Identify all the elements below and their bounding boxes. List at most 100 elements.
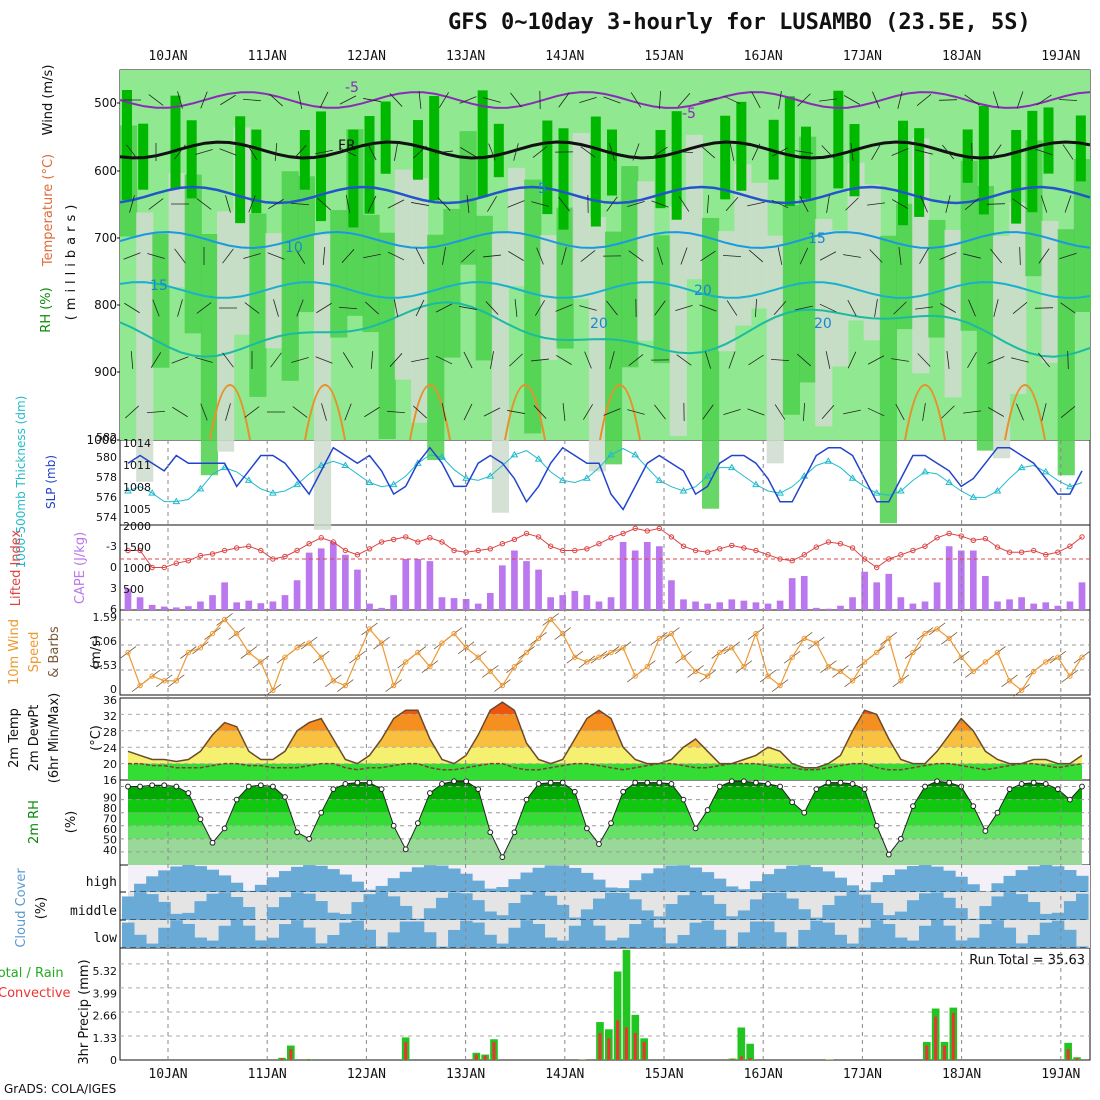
cloud-cover-bar [786, 898, 799, 920]
rh-moist-core [558, 128, 569, 230]
lifted-index-marker [620, 530, 626, 537]
2m-rh-marker [789, 799, 796, 806]
wind-barb [413, 145, 427, 159]
cloud-cover-bar [822, 871, 835, 892]
cloud-cover-bar [472, 922, 485, 948]
cape-bar [474, 603, 482, 610]
cloud-cover-bar [605, 887, 618, 892]
cloud-cover-bar [544, 865, 558, 892]
wind-barb [1058, 99, 1078, 101]
cloud-cover-bar [315, 865, 328, 892]
2m-rh-marker [523, 796, 530, 803]
thickness-marker [896, 487, 905, 494]
2m-rh-marker [185, 790, 192, 796]
2m-rh-marker [1030, 779, 1037, 786]
wind10m-marker [680, 654, 687, 660]
cape-bar [148, 604, 156, 610]
cloud-cover-bar [725, 946, 739, 948]
cape-bar [716, 602, 724, 610]
2m-rh-marker [897, 835, 904, 842]
lifted-index-marker [1043, 552, 1049, 558]
wind-barb [580, 250, 596, 262]
wind-barb [922, 403, 926, 421]
lifted-index-marker [1055, 549, 1061, 555]
cloud-cover-bar [1003, 892, 1017, 920]
wind-barb [270, 352, 282, 368]
cloud-cover-bar [303, 865, 316, 892]
cloud-cover-bar [846, 885, 860, 892]
lifted-index-marker [886, 556, 892, 562]
wind-barb [795, 150, 813, 154]
precip-convective-bar [306, 1059, 311, 1060]
wind10m-marker [584, 659, 590, 665]
wind-barb [725, 196, 739, 212]
rh-column [944, 229, 962, 398]
panel-frame-st [119, 524, 1091, 611]
wind-barb [485, 301, 499, 315]
wind-barb [125, 405, 139, 419]
cloud-cover-bar [605, 940, 618, 948]
wind-barb [847, 351, 857, 369]
cloud-cover-bar [689, 922, 703, 948]
rh-column [443, 208, 461, 358]
wind-barb [514, 299, 518, 317]
2m-rh-marker [197, 816, 204, 823]
2m-rh-marker [294, 829, 300, 836]
rh-column [1073, 159, 1091, 312]
date-label-top: 11JAN [248, 49, 287, 64]
cape-bar [752, 602, 760, 610]
wind10m-marker [946, 635, 952, 642]
date-label-bottom: 16JAN [744, 1067, 783, 1082]
wind10m-marker [330, 678, 336, 684]
lifted-index-marker [765, 552, 771, 558]
rh-band [128, 799, 1082, 813]
cloud-cover-bar [484, 911, 497, 920]
cape-plume [304, 384, 346, 441]
ua-ytick-label: 500 [94, 96, 117, 110]
thickness-marker [317, 461, 326, 468]
2m-rh-marker [245, 783, 252, 790]
wind-barb [222, 248, 234, 264]
slp-tick: 1011 [123, 459, 151, 472]
2m-rh-line [128, 780, 1083, 859]
cape-bar [595, 601, 603, 610]
wind-barb [651, 200, 669, 208]
rh-column [766, 235, 784, 464]
wind-barb [579, 305, 597, 311]
cloud-cover-bar [798, 909, 811, 920]
2m-rh-marker [125, 783, 131, 790]
cloud-cover-bar [665, 903, 678, 920]
cloud-cover-bar [520, 872, 534, 892]
wind-barb [439, 92, 449, 108]
cape-bar [969, 550, 977, 610]
precip-total-bar [622, 949, 631, 1060]
wind-barb [583, 404, 593, 420]
precip-convective-bar [748, 1058, 752, 1060]
lifted-index-marker [511, 536, 518, 543]
wind10m-marker [692, 668, 699, 675]
contour-5 [119, 185, 1091, 205]
rh-column [976, 185, 994, 451]
wind-barb [487, 196, 497, 212]
thickness-marker [607, 450, 615, 458]
lifted-index-marker [729, 542, 735, 549]
wind-barb [941, 405, 955, 419]
rh-moist-core [542, 120, 553, 215]
lifted-index-marker [777, 556, 783, 562]
wind-barb [291, 357, 309, 363]
cloud-cover-bar [653, 927, 666, 948]
2m-rh-marker [910, 803, 916, 810]
thickness-marker [921, 467, 929, 475]
thickness-tick: 582 [96, 431, 117, 444]
wind10m-tick: 1.59 [93, 611, 118, 624]
cloud-cover-bar [737, 889, 751, 892]
cloud-cover-bar [556, 904, 570, 920]
lifted-index-marker [946, 530, 952, 537]
wind-barb [387, 199, 405, 209]
wind-barb [531, 358, 549, 362]
wind10m-marker [1067, 673, 1073, 679]
wind-barb [126, 144, 138, 160]
rh-column [524, 179, 542, 434]
wind-barb [1062, 144, 1074, 160]
cape-bar [812, 607, 820, 610]
